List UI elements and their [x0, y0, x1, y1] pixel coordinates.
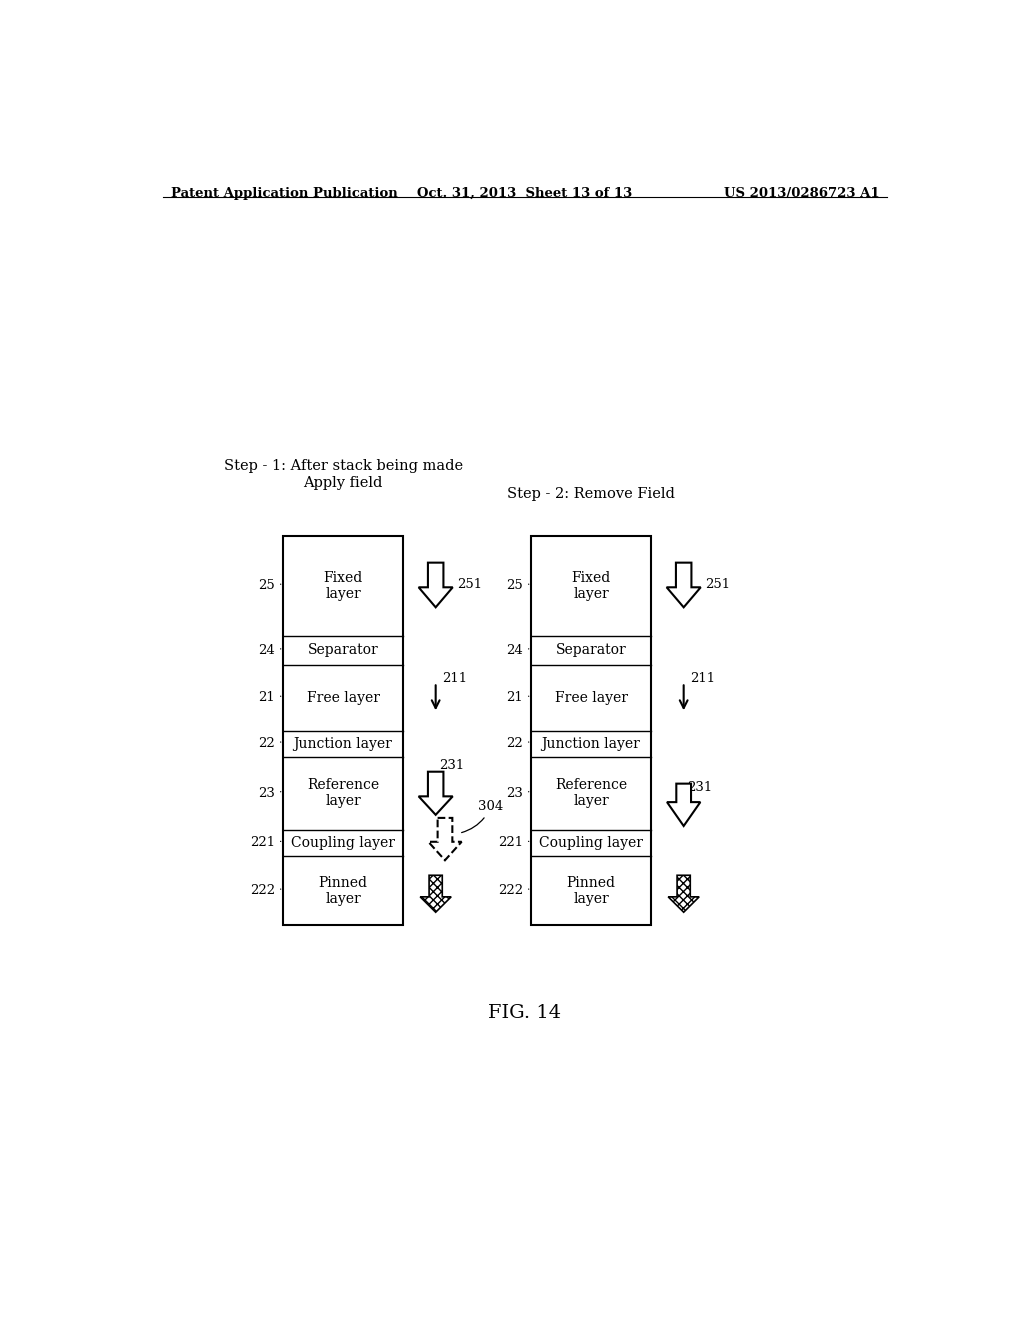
- Text: 22: 22: [258, 737, 275, 750]
- Text: 221: 221: [250, 837, 275, 850]
- Text: 21: 21: [258, 692, 275, 705]
- Text: Pinned
layer: Pinned layer: [318, 875, 368, 906]
- Text: 23: 23: [507, 787, 523, 800]
- Text: Pinned
layer: Pinned layer: [566, 875, 615, 906]
- Text: Coupling layer: Coupling layer: [539, 836, 643, 850]
- Text: 22: 22: [507, 737, 523, 750]
- Text: Free layer: Free layer: [306, 690, 380, 705]
- Text: 251: 251: [706, 578, 730, 591]
- Text: Reference
layer: Reference layer: [555, 779, 627, 808]
- Text: Fixed
layer: Fixed layer: [324, 570, 362, 601]
- Text: Step - 2: Remove Field: Step - 2: Remove Field: [507, 487, 675, 502]
- Text: Separator: Separator: [307, 643, 379, 657]
- Text: 222: 222: [250, 884, 275, 898]
- Text: Junction layer: Junction layer: [542, 737, 640, 751]
- Text: 24: 24: [258, 644, 275, 657]
- Text: Junction layer: Junction layer: [294, 737, 392, 751]
- Text: Step - 1: After stack being made
Apply field: Step - 1: After stack being made Apply f…: [223, 459, 463, 490]
- Text: Free layer: Free layer: [555, 690, 628, 705]
- Bar: [531, 536, 651, 925]
- Text: 23: 23: [258, 787, 275, 800]
- Text: 231: 231: [439, 759, 465, 772]
- Text: 251: 251: [458, 578, 482, 591]
- Text: 221: 221: [498, 837, 523, 850]
- Polygon shape: [667, 562, 700, 607]
- Polygon shape: [428, 818, 462, 861]
- Text: 25: 25: [258, 579, 275, 593]
- Text: 211: 211: [690, 672, 715, 685]
- Text: 25: 25: [507, 579, 523, 593]
- Text: US 2013/0286723 A1: US 2013/0286723 A1: [724, 187, 880, 199]
- Text: Fixed
layer: Fixed layer: [571, 570, 610, 601]
- Polygon shape: [419, 772, 453, 814]
- Text: Oct. 31, 2013  Sheet 13 of 13: Oct. 31, 2013 Sheet 13 of 13: [417, 187, 633, 199]
- Text: Reference
layer: Reference layer: [307, 779, 379, 808]
- Text: 231: 231: [687, 781, 713, 795]
- Text: FIG. 14: FIG. 14: [488, 1005, 561, 1022]
- Text: Patent Application Publication: Patent Application Publication: [171, 187, 397, 199]
- Polygon shape: [419, 562, 453, 607]
- Text: 222: 222: [498, 884, 523, 898]
- Bar: [283, 536, 403, 925]
- Text: 24: 24: [507, 644, 523, 657]
- Text: Separator: Separator: [556, 643, 627, 657]
- Text: Coupling layer: Coupling layer: [291, 836, 395, 850]
- Polygon shape: [667, 784, 700, 826]
- Text: 304: 304: [462, 800, 504, 833]
- Text: 21: 21: [507, 692, 523, 705]
- Text: 211: 211: [442, 672, 467, 685]
